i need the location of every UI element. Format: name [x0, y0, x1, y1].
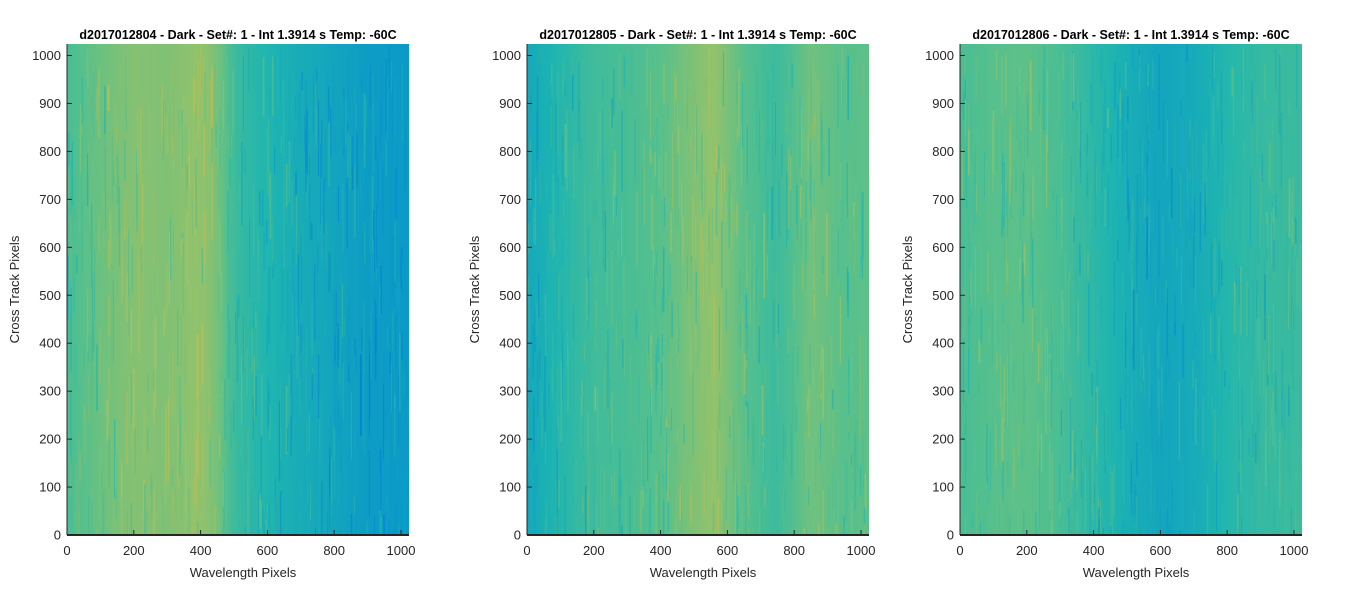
y-tick-label: 800: [499, 144, 521, 159]
heatmap-image: [960, 44, 1302, 535]
chart-title: d2017012804 - Dark - Set#: 1 - Int 1.391…: [79, 28, 396, 42]
y-tick-label: 400: [932, 336, 954, 351]
x-tick-label: 800: [1216, 543, 1238, 558]
y-tick-label: 800: [39, 144, 61, 159]
y-tick-label: 1000: [32, 48, 61, 63]
y-tick-label: 0: [54, 528, 61, 543]
x-tick-label: 200: [1016, 543, 1038, 558]
y-tick-label: 200: [499, 432, 521, 447]
y-tick-label: 900: [499, 96, 521, 111]
y-tick-label: 900: [39, 96, 61, 111]
y-tick-label: 400: [39, 336, 61, 351]
x-tick-label: 0: [63, 543, 70, 558]
x-tick-label: 200: [583, 543, 605, 558]
chart-title: d2017012805 - Dark - Set#: 1 - Int 1.391…: [539, 28, 856, 42]
y-tick-label: 700: [932, 192, 954, 207]
x-tick-label: 800: [323, 543, 345, 558]
y-tick-label: 100: [499, 480, 521, 495]
x-axis-label: Wavelength Pixels: [190, 565, 297, 580]
x-tick-label: 600: [1150, 543, 1172, 558]
heatmap-image: [527, 44, 869, 535]
x-tick-label: 400: [190, 543, 212, 558]
y-tick-label: 500: [932, 288, 954, 303]
y-tick-label: 1000: [492, 48, 521, 63]
x-tick-label: 400: [650, 543, 672, 558]
x-tick-label: 400: [1083, 543, 1105, 558]
x-tick-label: 600: [257, 543, 279, 558]
y-tick-label: 200: [39, 432, 61, 447]
chart-title: d2017012806 - Dark - Set#: 1 - Int 1.391…: [972, 28, 1289, 42]
y-tick-label: 100: [932, 480, 954, 495]
x-tick-label: 0: [523, 543, 530, 558]
x-tick-label: 0: [956, 543, 963, 558]
y-tick-label: 800: [932, 144, 954, 159]
y-axis-label: Cross Track Pixels: [900, 235, 915, 343]
y-tick-label: 300: [499, 384, 521, 399]
y-tick-label: 600: [39, 240, 61, 255]
chart-panel-3: 0 200 400 600 800 1000 0 100 200 300 400 500 600 700 8…: [900, 28, 1309, 580]
x-axis-label: Wavelength Pixels: [650, 565, 757, 580]
chart-panel-1: 0 200 400 600 800 1000 0 100 200 300 400 500 600 700 8…: [7, 28, 416, 580]
heatmap-image: [67, 44, 409, 535]
y-tick-label: 200: [932, 432, 954, 447]
y-tick-label: 600: [499, 240, 521, 255]
y-tick-label: 0: [514, 528, 521, 543]
y-tick-label: 700: [499, 192, 521, 207]
y-tick-label: 400: [499, 336, 521, 351]
y-tick-label: 500: [39, 288, 61, 303]
y-tick-label: 300: [39, 384, 61, 399]
x-tick-label: 800: [783, 543, 805, 558]
y-tick-label: 500: [499, 288, 521, 303]
y-tick-label: 700: [39, 192, 61, 207]
chart-panel-2: 0 200 400 600 800 1000 0 100 200 300 400 500 600 700 8…: [467, 28, 876, 580]
y-tick-label: 600: [932, 240, 954, 255]
x-tick-label: 1000: [387, 543, 416, 558]
x-tick-label: 600: [717, 543, 739, 558]
y-tick-label: 1000: [925, 48, 954, 63]
y-tick-label: 100: [39, 480, 61, 495]
x-tick-label: 1000: [1280, 543, 1309, 558]
x-tick-label: 1000: [847, 543, 876, 558]
y-tick-label: 0: [947, 528, 954, 543]
y-tick-label: 900: [932, 96, 954, 111]
y-axis-label: Cross Track Pixels: [7, 235, 22, 343]
y-tick-label: 300: [932, 384, 954, 399]
x-tick-label: 200: [123, 543, 145, 558]
y-axis-label: Cross Track Pixels: [467, 235, 482, 343]
x-axis-label: Wavelength Pixels: [1083, 565, 1190, 580]
